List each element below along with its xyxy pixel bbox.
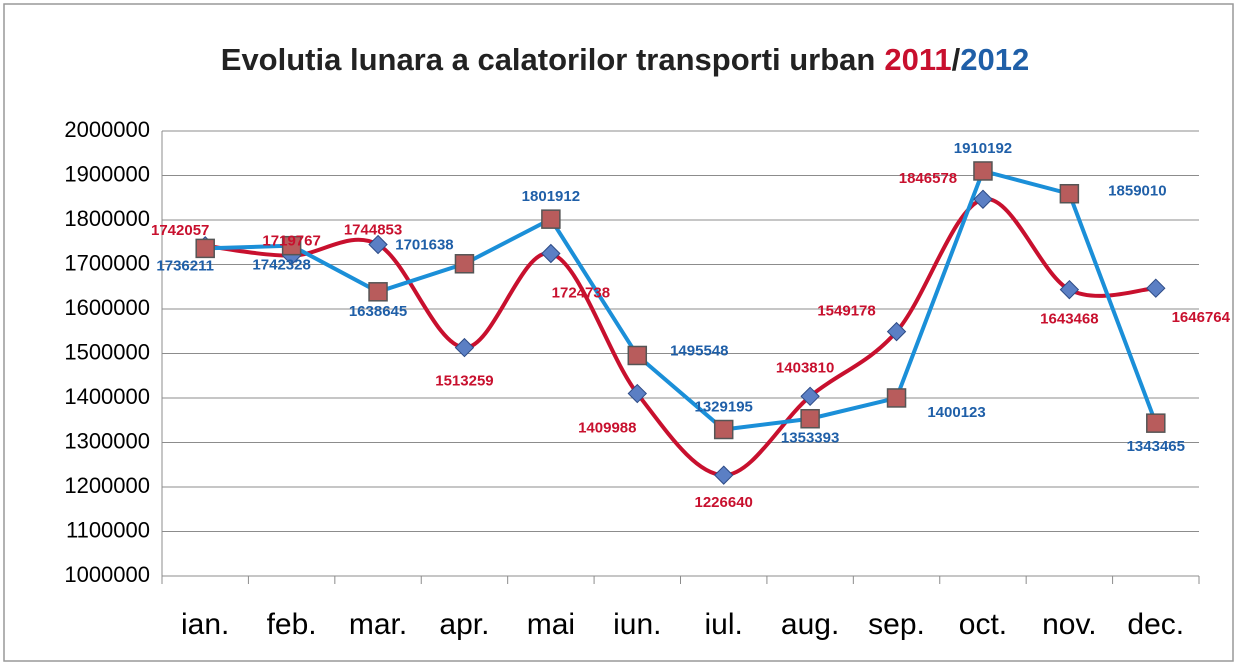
x-tick-label: mar. <box>349 608 407 641</box>
x-tick-label: apr. <box>439 608 489 641</box>
data-label: 1910192 <box>954 140 1012 157</box>
marker <box>973 161 993 181</box>
data-label: 1226640 <box>695 494 753 511</box>
series-line <box>205 168 1158 432</box>
y-tick-label: 1600000 <box>64 295 150 320</box>
marker <box>886 388 907 408</box>
data-label: 1736211 <box>156 257 214 274</box>
marker <box>713 419 734 440</box>
data-label: 1846578 <box>899 170 957 187</box>
marker <box>281 235 302 256</box>
y-tick-label: 2000000 <box>64 117 150 142</box>
y-tick-label: 1200000 <box>64 473 150 498</box>
title-text: Evolutia lunara a calatorilor transporti… <box>221 42 876 77</box>
y-tick-label: 1500000 <box>64 339 150 364</box>
data-label: 1643468 <box>1040 311 1098 328</box>
marker <box>1059 183 1080 204</box>
data-label: 1400123 <box>927 404 985 421</box>
x-tick-label: dec. <box>1127 608 1184 641</box>
title-separator: / <box>952 42 961 77</box>
data-label: 1801912 <box>522 188 580 205</box>
marker <box>800 386 820 407</box>
x-tick-label: ian. <box>181 608 229 641</box>
data-label: 1343465 <box>1127 438 1185 455</box>
title-year: 2012 <box>960 42 1029 77</box>
data-label: 1409988 <box>578 420 636 437</box>
marker <box>368 234 388 255</box>
data-label: 1742057 <box>151 222 209 239</box>
chart-border <box>3 3 1234 662</box>
marker <box>454 337 475 358</box>
data-label: 1329195 <box>695 398 753 415</box>
marker <box>1146 278 1166 298</box>
x-tick-label: iun. <box>613 608 661 641</box>
y-tick-label: 1100000 <box>66 517 150 542</box>
data-label: 1744853 <box>344 222 402 239</box>
marker <box>627 345 648 366</box>
title-year: 2011 <box>884 42 951 77</box>
marker <box>627 383 647 404</box>
marker <box>714 465 734 485</box>
data-label: 1513259 <box>435 373 493 390</box>
x-tick-label: nov. <box>1042 608 1096 641</box>
y-tick-label: 1000000 <box>64 562 150 587</box>
data-label: 1495548 <box>670 342 728 359</box>
data-label: 1701638 <box>395 237 453 254</box>
y-tick-label: 1700000 <box>64 250 150 275</box>
marker <box>973 189 993 209</box>
x-tick-label: aug. <box>781 608 839 641</box>
marker <box>800 408 820 429</box>
x-tick-label: sep. <box>868 608 925 641</box>
x-tick-label: feb. <box>267 608 317 641</box>
x-tick-label: mai <box>527 608 575 641</box>
y-tick-label: 1800000 <box>64 206 150 231</box>
y-tick-label: 1400000 <box>64 384 150 409</box>
x-tick-label: oct. <box>959 608 1007 641</box>
y-tick-label: 1900000 <box>64 161 150 186</box>
marker <box>541 209 561 229</box>
marker <box>1146 413 1166 433</box>
data-label: 1638645 <box>349 303 407 320</box>
marker <box>195 238 215 259</box>
marker <box>368 282 388 302</box>
marker <box>1059 279 1080 300</box>
x-tick-label: iul. <box>705 608 743 641</box>
data-label: 1403810 <box>776 359 834 376</box>
data-label: 1719767 <box>262 233 320 250</box>
data-label: 1742328 <box>252 257 310 274</box>
data-label: 1549178 <box>817 303 875 320</box>
data-label: 1859010 <box>1108 183 1166 200</box>
marker <box>454 254 475 274</box>
data-label: 1353393 <box>781 430 839 447</box>
chart-title: Evolutia lunara a calatorilor transporti… <box>221 42 1029 77</box>
data-label: 1724738 <box>552 284 610 301</box>
marker <box>886 321 907 342</box>
y-tick-label: 1300000 <box>64 428 150 453</box>
marker <box>541 243 561 264</box>
data-label: 1646764 <box>1172 309 1231 326</box>
